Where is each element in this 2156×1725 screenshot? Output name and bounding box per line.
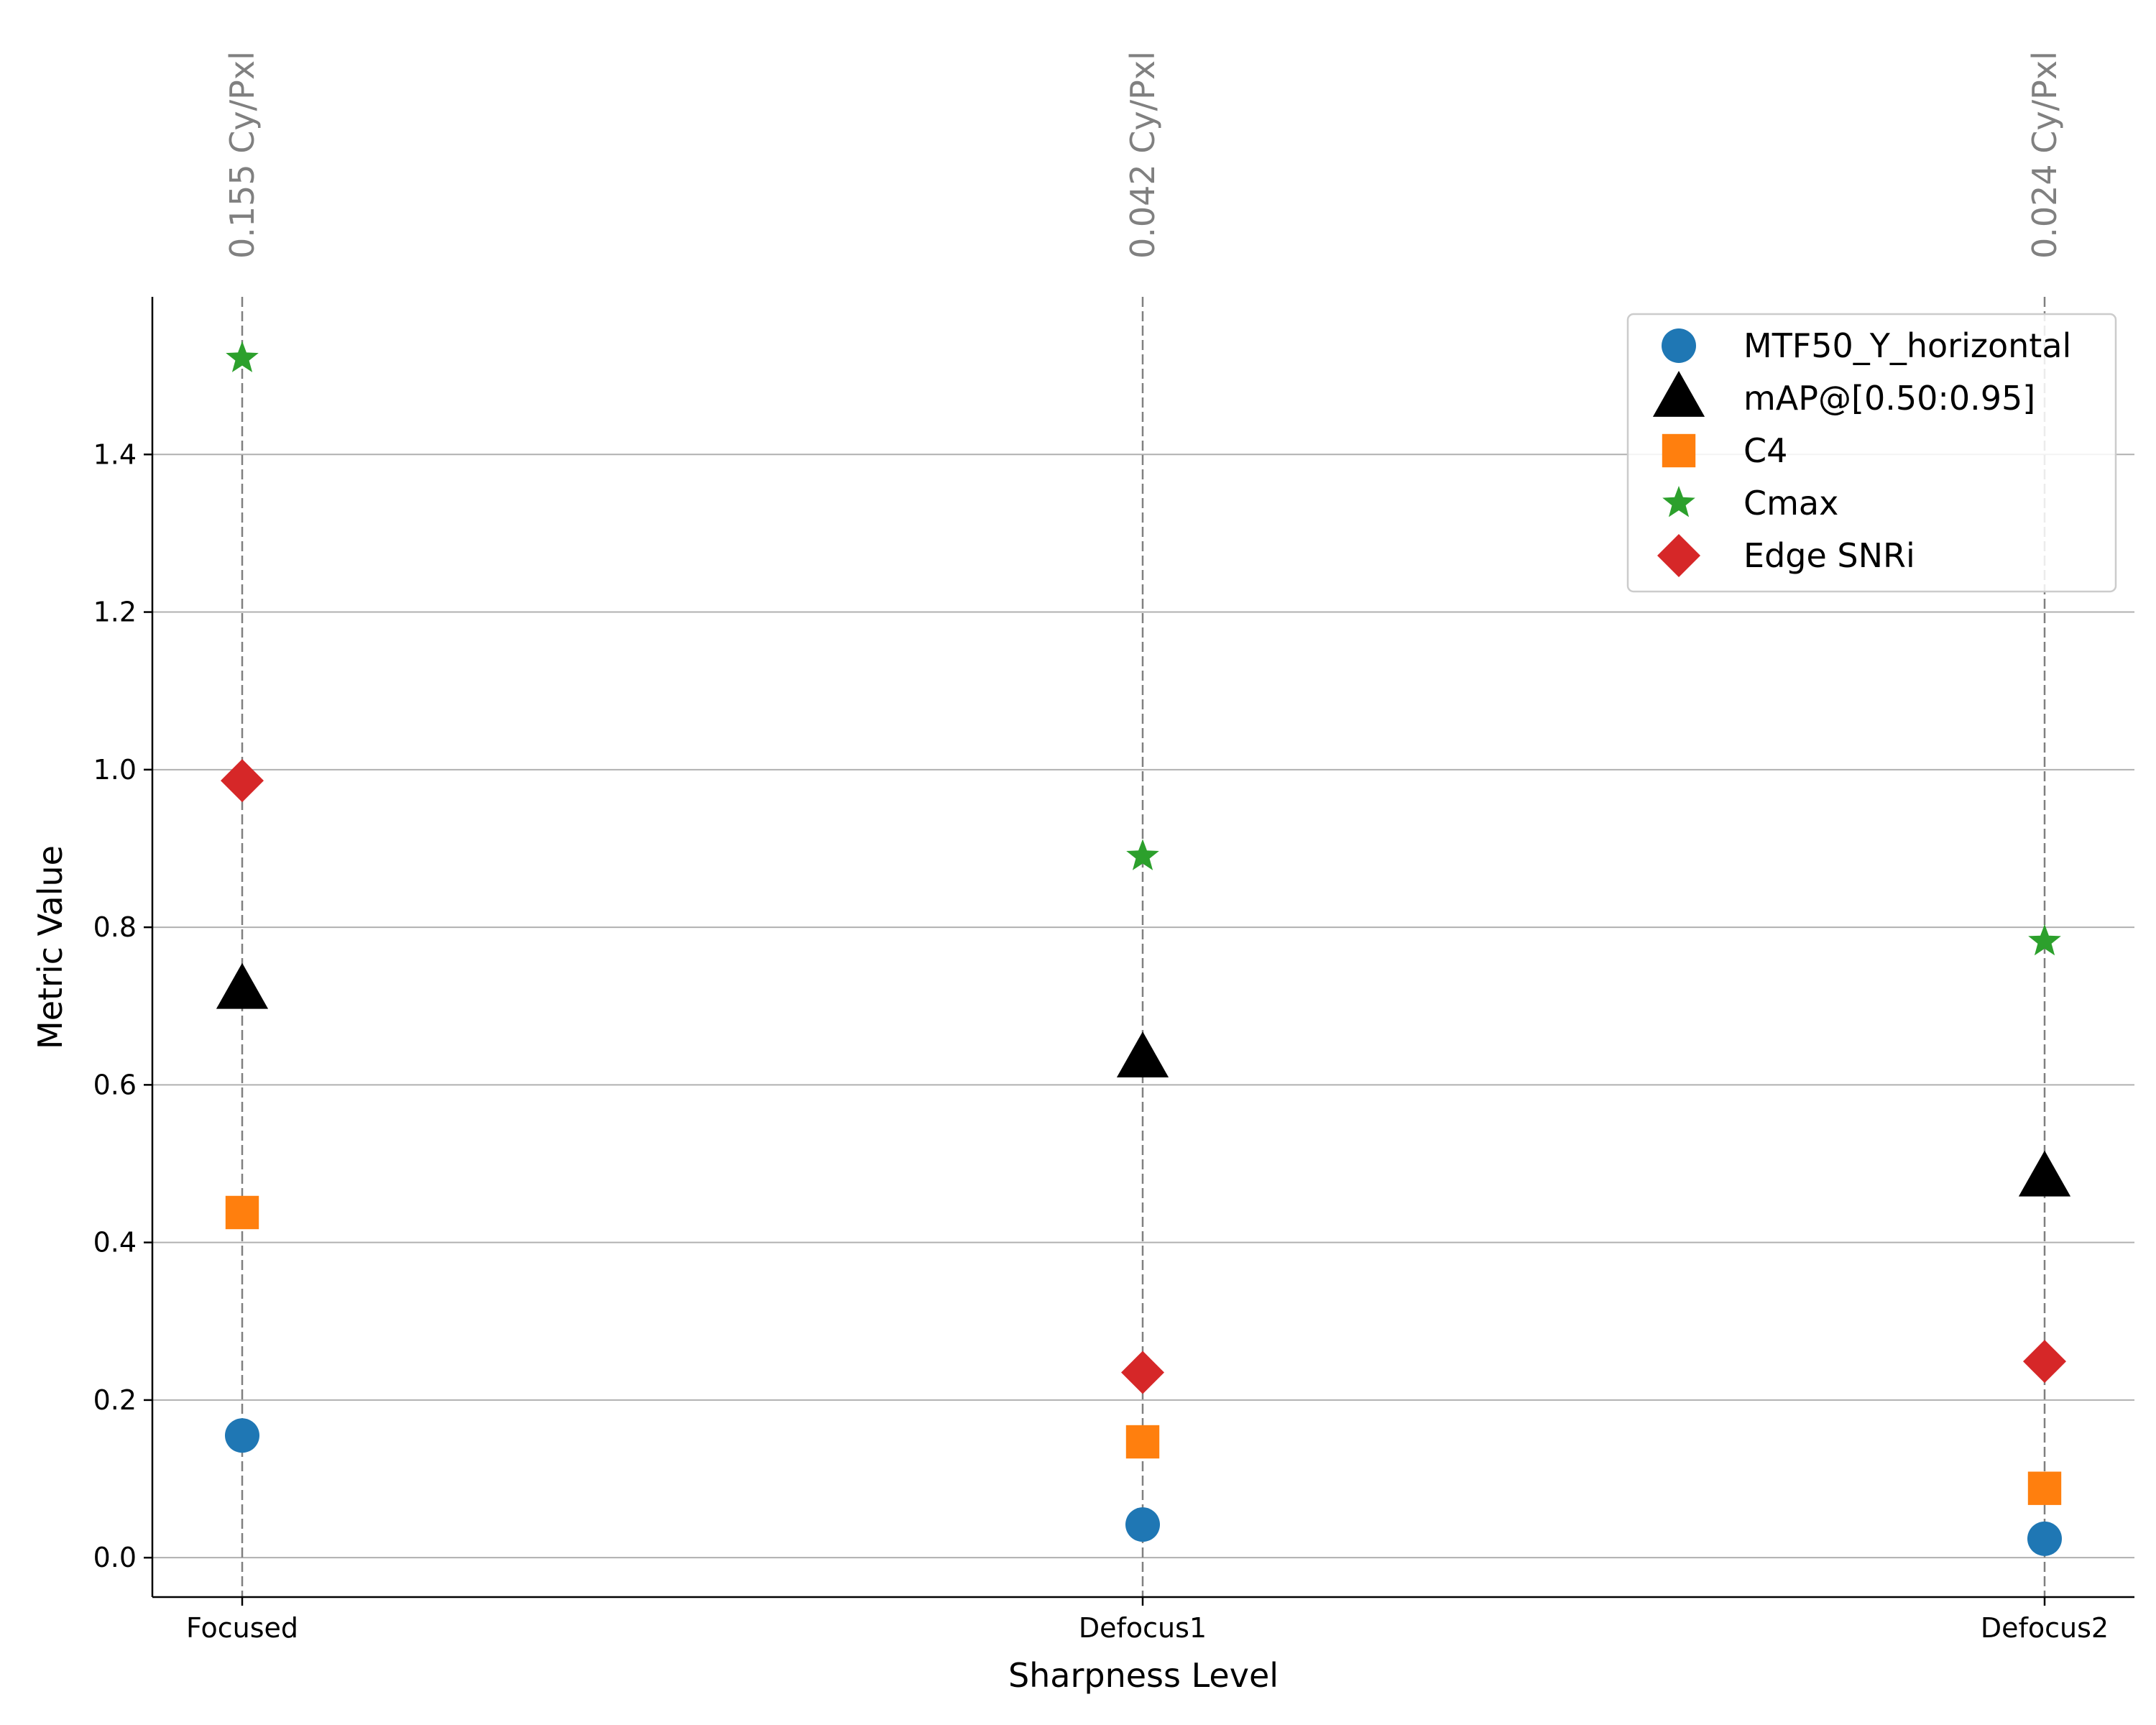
x-tick-label: Defocus2 <box>1981 1612 2109 1644</box>
data-point <box>216 962 269 1009</box>
data-point <box>221 759 264 803</box>
legend-marker <box>1662 328 1696 363</box>
y-tick-label: 1.4 <box>93 438 137 470</box>
legend-label: mAP@[0.50:0.95] <box>1743 379 2035 418</box>
data-point <box>225 1195 259 1230</box>
legend: MTF50_Y_horizontal mAP@[0.50:0.95] C4 Cmax E… <box>1626 313 2117 593</box>
legend-marker <box>1657 534 1700 577</box>
legend-label: Edge SNRi <box>1743 536 1915 575</box>
x-axis-title: Sharpness Level <box>1008 1656 1279 1695</box>
data-point <box>225 1418 259 1453</box>
data-point <box>2028 924 2061 956</box>
legend-marker <box>1662 433 1696 468</box>
y-tick-label: 1.0 <box>93 754 137 786</box>
gridlines <box>152 454 2134 1559</box>
legend-marker <box>1652 371 1705 417</box>
y-tick-label: 0.8 <box>93 911 137 943</box>
data-points <box>216 341 2071 1556</box>
legend-frame <box>1626 313 2117 593</box>
data-point <box>2027 1471 2062 1505</box>
x-tick-label: Defocus1 <box>1079 1612 1207 1644</box>
mtf50-annotation: 0.024 Cy/Pxl <box>2025 51 2064 259</box>
legend-marker <box>1662 486 1695 518</box>
y-tick-label: 0.2 <box>93 1384 137 1416</box>
y-axis-ticks: 0.0 0.2 0.4 0.6 0.8 1.0 1.2 1.4 <box>93 438 152 1573</box>
vertical-annotations: 0.155 Cy/Pxl 0.042 Cy/Pxl 0.024 Cy/Pxl <box>223 51 2064 259</box>
y-tick-label: 0.4 <box>93 1227 137 1259</box>
y-tick-label: 0.0 <box>93 1542 137 1573</box>
data-point <box>1126 839 1159 870</box>
mtf50-annotation: 0.155 Cy/Pxl <box>223 51 262 259</box>
legend-label: C4 <box>1743 431 1787 470</box>
legend-label: MTF50_Y_horizontal <box>1743 326 2071 365</box>
data-point <box>2027 1521 2062 1556</box>
data-point <box>2023 1340 2066 1384</box>
data-point <box>1116 1031 1169 1078</box>
legend-label: Cmax <box>1743 484 1838 523</box>
data-point <box>1125 1507 1160 1542</box>
y-axis-title: Metric Value <box>31 845 70 1049</box>
data-point <box>226 341 259 372</box>
data-point <box>2018 1150 2071 1197</box>
mtf50-annotation: 0.042 Cy/Pxl <box>1123 51 1162 259</box>
y-tick-label: 0.6 <box>93 1069 137 1100</box>
data-point <box>1125 1425 1160 1459</box>
x-tick-label: Focused <box>186 1612 298 1644</box>
x-axis-ticks: Focused Defocus1 Defocus2 <box>186 1597 2109 1644</box>
y-tick-label: 1.2 <box>93 597 137 628</box>
data-point <box>1121 1351 1164 1394</box>
